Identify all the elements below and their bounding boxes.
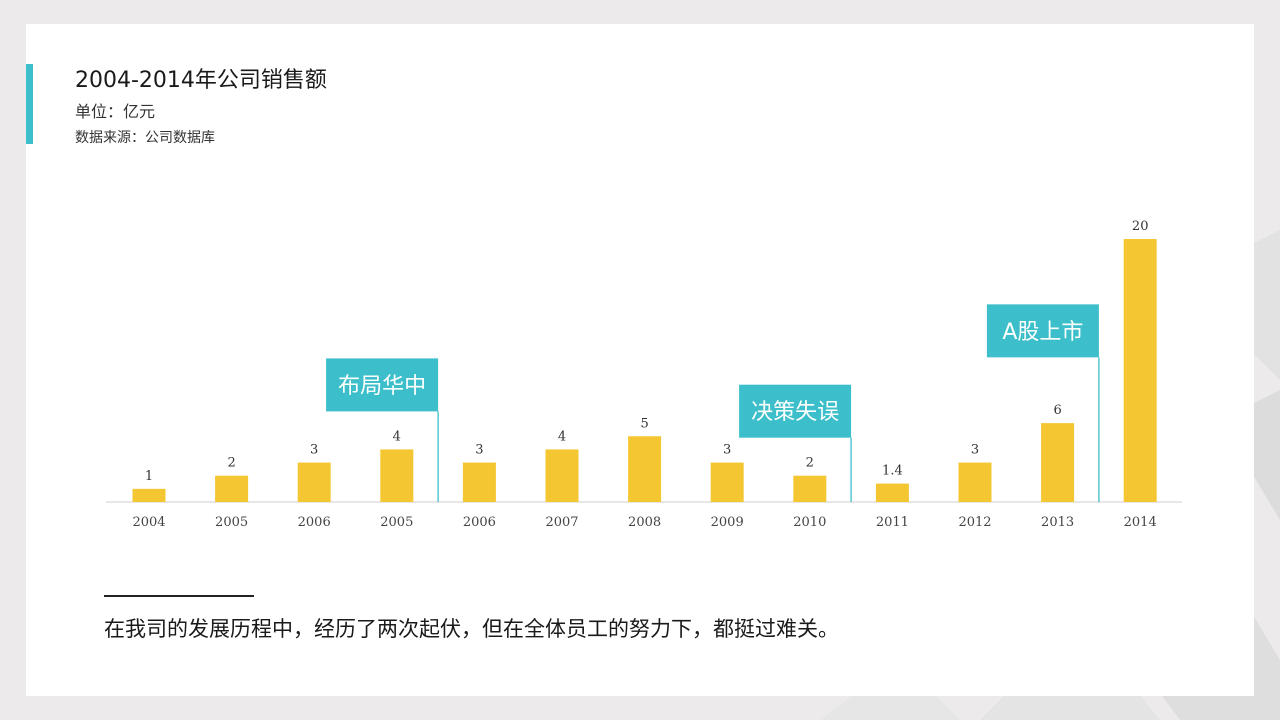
callout-box — [326, 358, 439, 412]
bar — [1041, 423, 1075, 502]
callout-label: 决策失误 — [751, 400, 839, 425]
unit-label: 单位：亿元 — [75, 102, 156, 121]
data-label: 1 — [145, 469, 153, 484]
bar — [958, 462, 992, 502]
data-label: 20 — [1132, 219, 1149, 234]
source-label: 数据来源：公司数据库 — [75, 130, 215, 146]
bar — [1123, 239, 1157, 502]
data-label: 2 — [227, 456, 235, 471]
x-tick-label: 2014 — [1124, 515, 1157, 530]
x-tick-label: 2006 — [298, 515, 331, 530]
x-tick-label: 2010 — [793, 515, 826, 530]
slide: 2004-2014年公司销售额 单位：亿元 数据来源：公司数据库 1 2004 2 2… — [26, 24, 1254, 696]
data-label: 5 — [640, 416, 648, 431]
bar — [462, 462, 496, 502]
bar-chart: 1 2004 2 2005 3 2006 4 2005 3 2006 4 2007 5 2008 3 2009… — [106, 219, 1182, 530]
bar — [793, 475, 827, 502]
bar — [875, 483, 909, 502]
callout-box — [739, 384, 852, 438]
data-label: 6 — [1053, 403, 1061, 418]
x-tick-label: 2009 — [711, 515, 744, 530]
chart-title: 2004-2014年公司销售额 — [75, 68, 327, 93]
data-label: 1.4 — [882, 464, 903, 479]
data-label: 2 — [806, 456, 814, 471]
bar — [380, 449, 414, 502]
caption-divider — [104, 595, 254, 597]
x-tick-label: 2012 — [958, 515, 991, 530]
bar — [297, 462, 331, 502]
data-label: 4 — [393, 429, 401, 444]
x-tick-label: 2006 — [463, 515, 496, 530]
x-tick-label: 2005 — [380, 515, 413, 530]
data-label: 3 — [310, 443, 318, 458]
bar — [710, 462, 744, 502]
caption-text: 在我司的发展历程中，经历了两次起伏，但在全体员工的努力下，都挺过难关。 — [104, 617, 839, 641]
bar — [628, 436, 662, 502]
x-tick-label: 2011 — [876, 515, 909, 530]
x-tick-label: 2013 — [1041, 515, 1074, 530]
data-label: 3 — [971, 443, 979, 458]
data-label: 3 — [723, 443, 731, 458]
data-label: 3 — [475, 443, 483, 458]
data-label: 4 — [558, 429, 566, 444]
callout-label: A股上市 — [1002, 320, 1083, 345]
x-tick-label: 2007 — [545, 515, 578, 530]
callout-box — [986, 304, 1099, 358]
bar — [132, 488, 166, 502]
bar — [545, 449, 579, 502]
x-tick-label: 2004 — [132, 515, 165, 530]
title-accent-bar — [26, 64, 33, 144]
x-tick-label: 2008 — [628, 515, 661, 530]
bar — [215, 475, 249, 502]
x-tick-label: 2005 — [215, 515, 248, 530]
callout-label: 布局华中 — [338, 374, 426, 399]
